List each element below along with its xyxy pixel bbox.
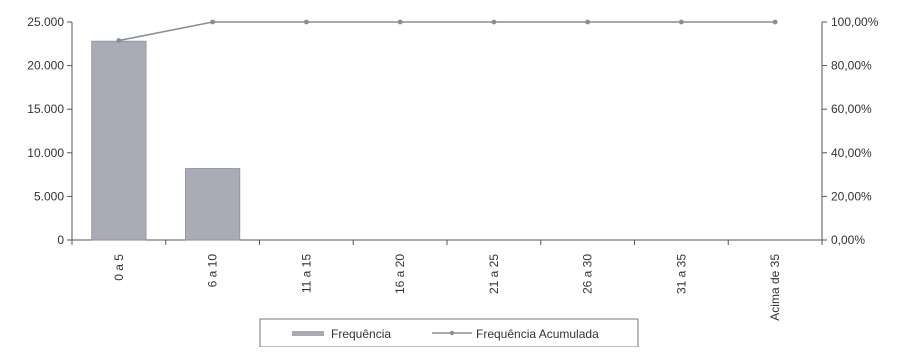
bar-frequencia <box>185 168 241 241</box>
right-axis-tick-label: 40,00% <box>831 146 872 160</box>
right-axis-tick-label: 100,00% <box>831 15 879 29</box>
x-axis-category-label: 6 a 10 <box>206 254 220 288</box>
x-axis-category-label: 21 a 25 <box>487 254 501 294</box>
legend: Frequência Frequência Acumulada <box>259 318 639 348</box>
left-axis-tick-label: 15.000 <box>27 102 64 116</box>
x-axis-category-label: 11 a 15 <box>299 254 313 293</box>
legend-line-marker <box>449 330 455 336</box>
cumulative-line-layer <box>116 19 778 43</box>
legend-label-frequencia-acumulada: Frequência Acumulada <box>476 327 599 341</box>
right-axis-tick-label: 80,00% <box>831 59 872 73</box>
right-axis-tick-label: 0,00% <box>831 233 865 247</box>
cumulative-point <box>585 19 591 25</box>
cumulative-point <box>303 19 309 25</box>
x-axis-category-label: 16 a 20 <box>393 254 407 294</box>
axes-layer <box>67 21 827 245</box>
bar-frequencia <box>91 40 147 241</box>
bars-layer <box>91 40 241 241</box>
right-axis-tick-label: 60,00% <box>831 102 872 116</box>
cumulative-point <box>491 19 497 25</box>
left-axis-tick-label: 0 <box>57 233 64 247</box>
tick-labels-layer: 0 5.000 10.000 15.000 20.000 25.000 0,00% 20,00… <box>27 15 878 321</box>
cumulative-point <box>772 19 778 25</box>
x-axis-category-label: Acima de 35 <box>768 254 782 321</box>
legend-label-frequencia: Frequência <box>331 327 391 341</box>
cumulative-point <box>210 19 216 25</box>
cumulative-point <box>397 19 403 25</box>
cumulative-point <box>116 38 122 43</box>
left-axis-tick-label: 5.000 <box>34 189 64 203</box>
x-axis-category-label: 0 a 5 <box>112 254 126 281</box>
x-axis-category-label: 31 a 35 <box>674 254 688 294</box>
left-axis-tick-label: 10.000 <box>27 146 64 160</box>
cumulative-point <box>678 19 684 25</box>
right-axis-tick-label: 20,00% <box>831 189 872 203</box>
left-axis-tick-label: 25.000 <box>27 15 64 29</box>
legend-bar-swatch <box>292 331 324 336</box>
cumulative-line <box>118 21 776 42</box>
x-axis-category-label: 26 a 30 <box>581 254 595 294</box>
left-axis-tick-label: 20.000 <box>27 59 64 73</box>
